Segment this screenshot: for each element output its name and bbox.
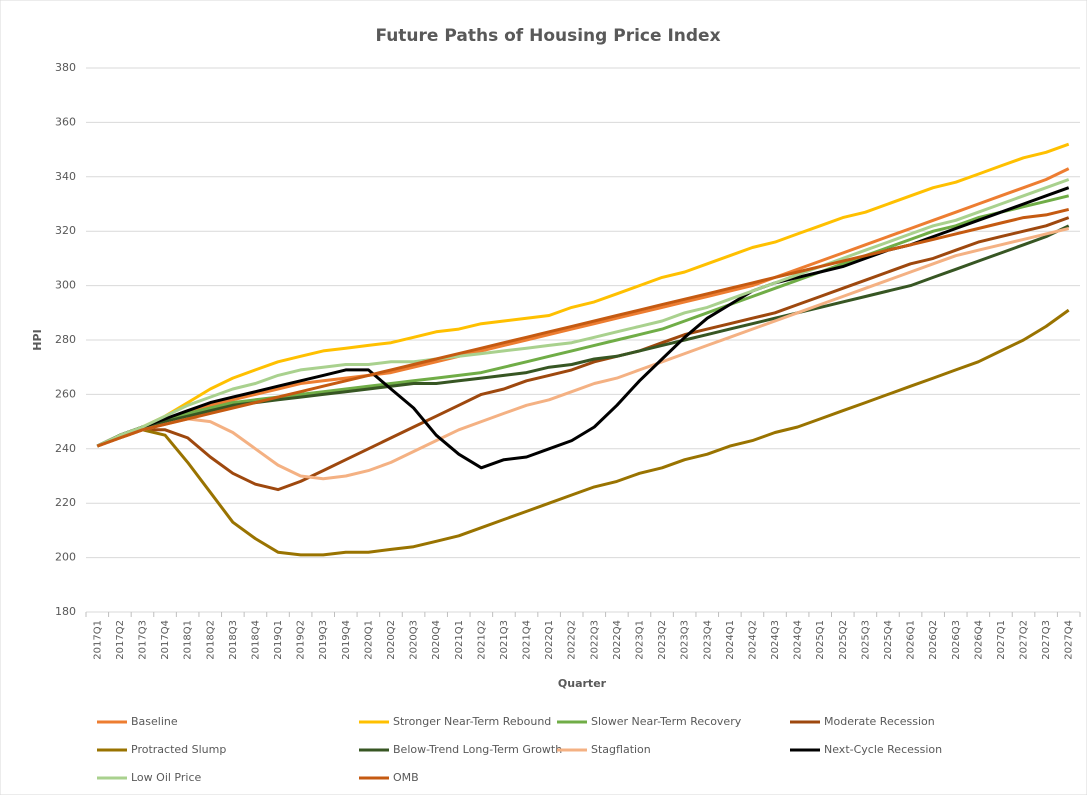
series-line xyxy=(96,167,1070,448)
x-tick-label: 2020Q2 xyxy=(386,620,397,660)
x-tick-label: 2022Q2 xyxy=(567,620,578,660)
legend-label: Next-Cycle Recession xyxy=(824,743,942,756)
x-tick-label: 2018Q1 xyxy=(183,620,194,660)
y-tick-label: 360 xyxy=(55,115,76,128)
x-tick-label: 2018Q2 xyxy=(205,620,216,660)
x-tick-label: 2025Q4 xyxy=(883,620,894,660)
series-line xyxy=(96,216,1070,492)
series-line xyxy=(96,207,1070,448)
legend-label: OMB xyxy=(393,771,419,784)
y-tick-label: 340 xyxy=(55,170,76,183)
x-tick-label: 2022Q1 xyxy=(544,620,555,660)
x-tick-label: 2020Q3 xyxy=(409,620,420,660)
y-tick-label: 280 xyxy=(55,333,76,346)
legend-label: Slower Near-Term Recovery xyxy=(591,715,742,728)
x-tick-label: 2027Q1 xyxy=(996,620,1007,660)
x-tick-label: 2017Q2 xyxy=(115,620,126,660)
y-tick-label: 320 xyxy=(55,224,76,237)
series-line xyxy=(96,142,1070,448)
x-tick-label: 2019Q4 xyxy=(341,620,352,660)
x-tick-label: 2023Q4 xyxy=(702,620,713,660)
x-tick-label: 2021Q3 xyxy=(499,620,510,660)
x-tick-label: 2026Q3 xyxy=(951,620,962,660)
legend-label: Moderate Recession xyxy=(824,715,935,728)
x-tick-label: 2023Q1 xyxy=(634,620,645,660)
y-tick-label: 200 xyxy=(55,551,76,564)
x-tick-label: 2025Q3 xyxy=(860,620,871,660)
legend-label: Protracted Slump xyxy=(131,743,226,756)
x-tick-label: 2026Q2 xyxy=(928,620,939,660)
legend-label: Baseline xyxy=(131,715,178,728)
series-line xyxy=(96,194,1070,448)
x-axis-title: Quarter xyxy=(558,677,607,690)
x-tick-label: 2026Q1 xyxy=(906,620,917,660)
y-tick-label: 380 xyxy=(55,61,76,74)
x-tick-label: 2023Q3 xyxy=(680,620,691,660)
x-tick-label: 2023Q2 xyxy=(657,620,668,660)
x-tick-label: 2026Q4 xyxy=(973,620,984,660)
x-tick-label: 2019Q3 xyxy=(318,620,329,660)
x-tick-label: 2017Q1 xyxy=(92,620,103,660)
x-tick-label: 2024Q1 xyxy=(725,620,736,660)
x-tick-label: 2024Q3 xyxy=(770,620,781,660)
x-tick-label: 2020Q4 xyxy=(431,620,442,660)
legend-label: Stronger Near-Term Rebound xyxy=(393,715,551,728)
series-line xyxy=(96,227,1070,481)
y-tick-label: 220 xyxy=(55,496,76,509)
x-tick-label: 2021Q1 xyxy=(454,620,465,660)
x-tick-label: 2018Q4 xyxy=(250,620,261,660)
x-tick-label: 2024Q4 xyxy=(793,620,804,660)
y-tick-label: 180 xyxy=(55,605,76,618)
x-tick-label: 2027Q2 xyxy=(1019,620,1030,660)
legend-label: Below-Trend Long-Term Growth xyxy=(393,743,562,756)
x-tick-label: 2017Q3 xyxy=(137,620,148,660)
x-tick-label: 2024Q2 xyxy=(747,620,758,660)
legend-label: Low Oil Price xyxy=(131,771,201,784)
x-tick-label: 2021Q2 xyxy=(476,620,487,660)
x-tick-label: 2021Q4 xyxy=(522,620,533,660)
x-tick-label: 2018Q3 xyxy=(228,620,239,660)
x-tick-label: 2025Q1 xyxy=(815,620,826,660)
y-tick-label: 300 xyxy=(55,279,76,292)
x-tick-label: 2017Q4 xyxy=(160,620,171,660)
chart-title: Future Paths of Housing Price Index xyxy=(375,26,720,46)
x-tick-label: 2019Q2 xyxy=(296,620,307,660)
x-tick-label: 2027Q4 xyxy=(1064,620,1075,660)
series-line xyxy=(96,308,1070,557)
x-tick-label: 2020Q1 xyxy=(363,620,374,660)
series-line xyxy=(96,178,1070,448)
y-axis-title: HPI xyxy=(31,329,44,350)
y-tick-label: 260 xyxy=(55,387,76,400)
x-tick-label: 2019Q1 xyxy=(273,620,284,660)
x-tick-label: 2022Q3 xyxy=(589,620,600,660)
x-tick-label: 2027Q3 xyxy=(1041,620,1052,660)
legend-label: Stagflation xyxy=(591,743,651,756)
x-tick-label: 2025Q2 xyxy=(838,620,849,660)
x-tick-label: 2022Q4 xyxy=(612,620,623,660)
y-tick-label: 240 xyxy=(55,442,76,455)
